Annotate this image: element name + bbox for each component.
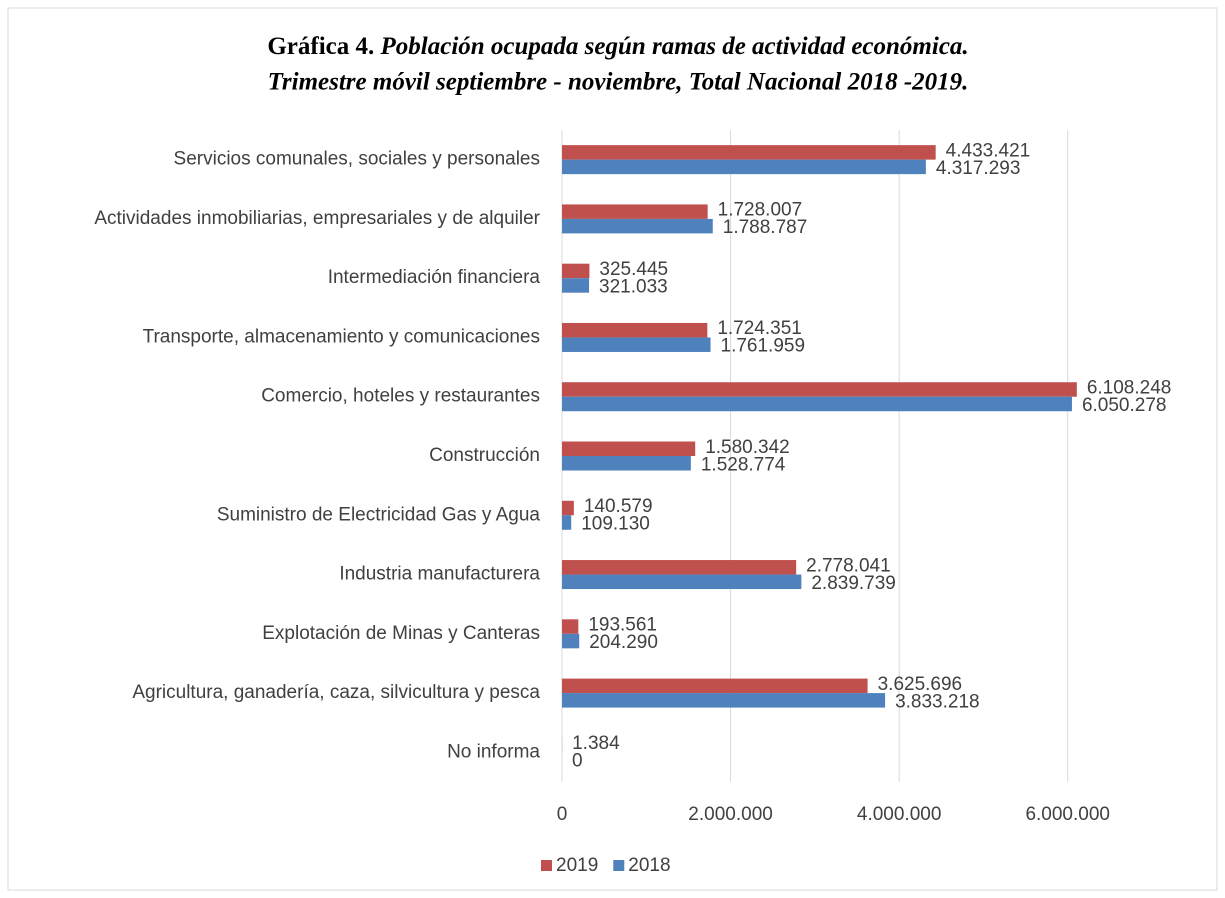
data-label: 1.761.959 [721,336,806,357]
chart-subtitle: Trimestre móvil septiembre - noviembre, … [268,69,969,96]
chart-title: Gráfica 4. Población ocupada según ramas… [267,33,968,60]
bar [562,382,1077,397]
bar [562,619,579,634]
bar [562,500,574,516]
y-tick-label: Agricultura, ganadería, caza, silvicultu… [132,682,540,703]
title-label: Gráfica 4. [267,33,374,60]
bar [562,159,926,175]
data-label: 1.580.342 [705,437,790,458]
bar [562,693,886,708]
title-text: Población ocupada según ramas de activid… [380,33,969,60]
bar [562,560,797,575]
data-label: 204.290 [589,632,658,653]
data-label: 3.833.218 [895,691,980,712]
y-tick-label: Servicios comunales, sociales y personal… [174,149,540,170]
y-tick-label: Comercio, hoteles y restaurantes [261,386,540,407]
x-tick-label: 0 [557,804,568,825]
bar [562,322,708,338]
x-tick-label: 2.000.000 [688,804,773,825]
data-label: 4.433.421 [946,140,1031,161]
y-tick-label: Construcción [429,445,540,466]
data-label: 193.561 [588,615,657,636]
y-tick-label: Explotación de Minas y Canteras [262,623,540,644]
data-label: 321.033 [599,276,668,297]
data-label: 2.778.041 [806,555,891,576]
data-label: 6.108.248 [1087,377,1172,398]
y-tick-label: Actividades inmobiliarias, empresariales… [94,208,540,229]
legend-swatch [541,860,552,871]
bar [562,456,691,471]
bar [562,263,590,279]
bar [562,441,696,456]
data-label: 1.788.787 [723,217,808,238]
bar [562,574,802,590]
data-label: 140.579 [584,496,653,517]
y-tick-label: Industria manufacturera [339,564,540,585]
data-label: 1.728.007 [718,200,803,221]
data-label: 4.317.293 [936,158,1021,179]
bar [562,218,713,234]
bar [562,396,1072,412]
bar [562,278,590,293]
data-label: 0 [572,751,583,772]
y-tick-label: Transporte, almacenamiento y comunicacio… [143,326,540,347]
y-tick-label: No informa [447,741,540,762]
bar [562,337,711,352]
y-tick-label: Intermediación financiera [328,267,541,288]
x-tick-label: 4.000.000 [857,804,942,825]
y-tick-label: Suministro de Electricidad Gas y Agua [217,504,541,525]
data-label: 1.384 [572,733,620,754]
bar [562,633,580,649]
legend-label: 2018 [628,855,670,876]
data-label: 1.724.351 [717,318,802,339]
legend-label: 2019 [556,855,598,876]
bar [562,145,936,160]
x-tick-label: 6.000.000 [1025,804,1110,825]
bar [562,515,572,530]
data-label: 3.625.696 [878,674,963,695]
data-label: 109.130 [581,514,650,535]
data-label: 325.445 [599,259,668,280]
legend-swatch [613,860,625,871]
data-label: 1.528.774 [701,454,786,475]
bar [562,678,868,694]
bar [562,204,708,219]
data-label: 2.839.739 [811,573,896,594]
data-label: 6.050.278 [1082,395,1167,416]
